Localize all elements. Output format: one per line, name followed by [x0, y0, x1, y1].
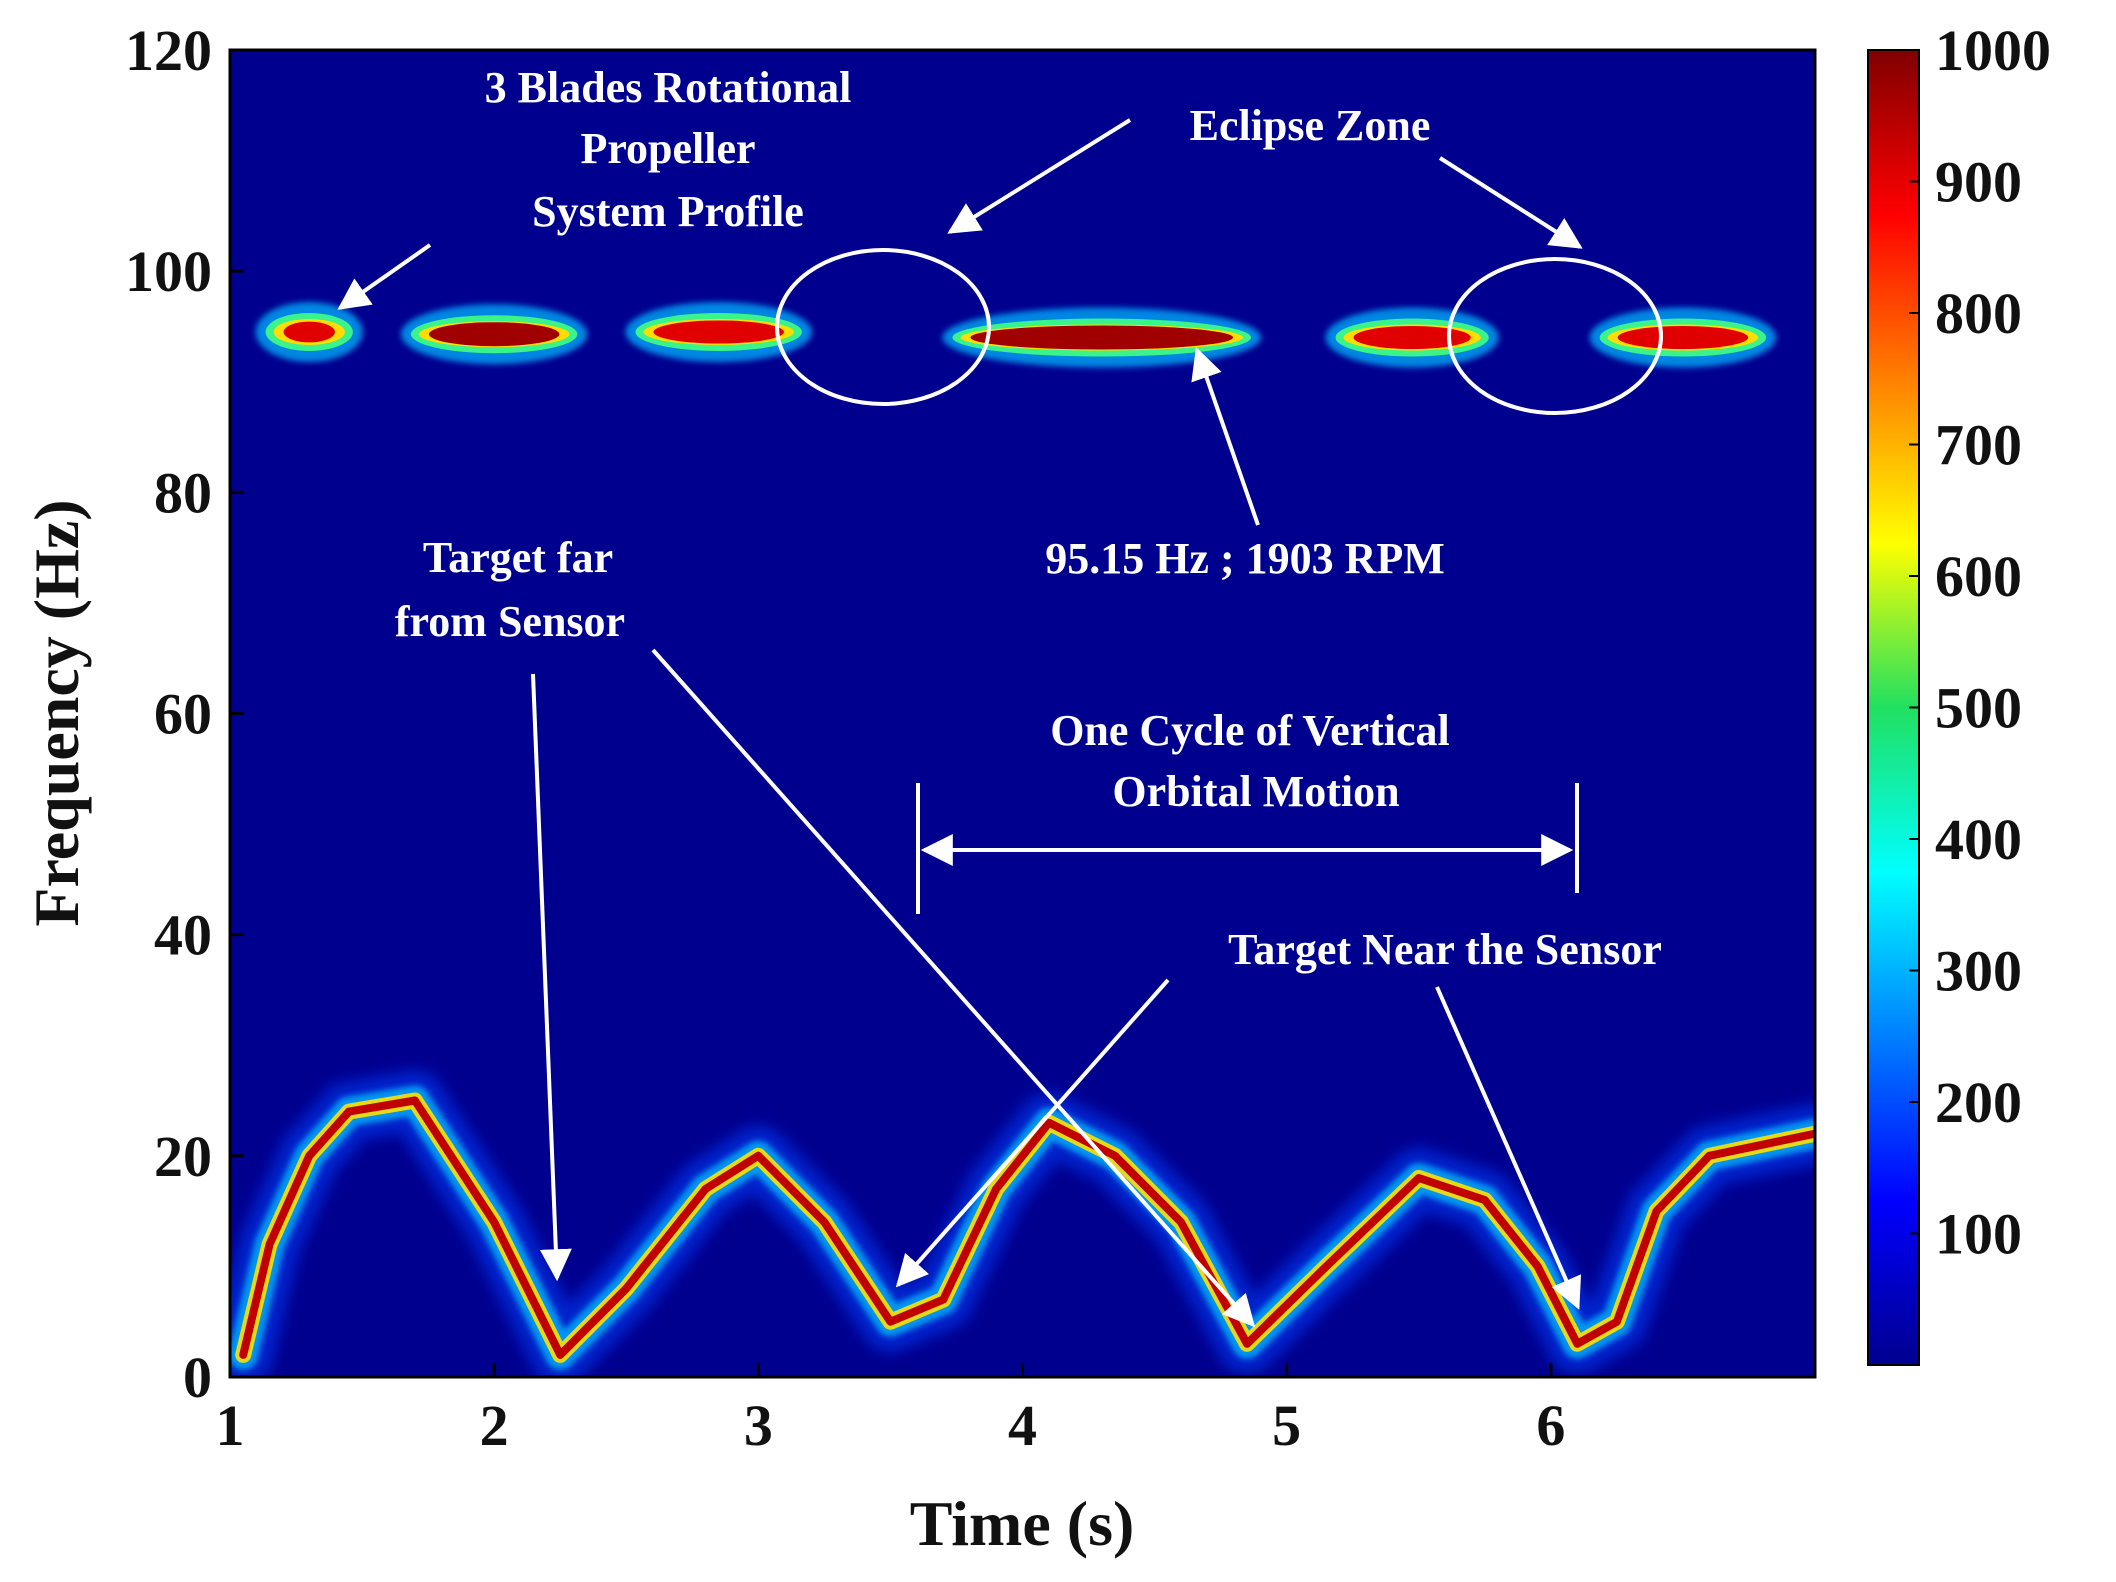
arrow-rpm — [1191, 346, 1260, 526]
doppler-track-core — [239, 1096, 1815, 1359]
y-tick-label: 60 — [154, 682, 212, 747]
colorbar-tick-label: 600 — [1935, 544, 2022, 609]
x-axis-title: Time (s) — [910, 1488, 1135, 1559]
colorbar-ticks: 100 200 300 400 500 600 700 800 900 1000 — [1909, 18, 2051, 1267]
arrow-propeller — [337, 243, 432, 310]
annotation-cycle-line2: Orbital Motion — [1112, 767, 1399, 816]
y-axis: 0 20 40 60 80 100 120 — [125, 18, 244, 1410]
annotation-near: Target Near the Sensor — [1228, 925, 1662, 974]
y-tick-label: 120 — [125, 18, 212, 83]
colorbar-tick-label: 800 — [1935, 281, 2022, 346]
arrow-eclipse-right — [1438, 156, 1583, 249]
annotation-propeller-line1: 3 Blades Rotational — [485, 63, 852, 112]
propeller-band-segment — [1589, 307, 1777, 368]
propeller-band-segment — [255, 301, 363, 362]
annotation-far-line2: from Sensor — [395, 597, 625, 646]
arrow-near-1 — [895, 978, 1170, 1288]
annotation-propeller-line2: Propeller — [580, 124, 755, 173]
propeller-band-segment — [400, 304, 588, 365]
colorbar-tick-label: 400 — [1935, 807, 2022, 872]
colorbar-tick-label: 300 — [1935, 939, 2022, 1004]
y-tick-label: 20 — [154, 1124, 212, 1189]
eclipse-zone-2 — [1447, 257, 1663, 415]
x-tick-label: 2 — [480, 1393, 509, 1458]
y-tick-label: 0 — [183, 1345, 212, 1410]
colorbar-tick-label: 900 — [1935, 150, 2022, 215]
x-axis: 1 2 3 4 5 6 — [216, 1363, 1565, 1458]
propeller-band-segment — [942, 307, 1262, 368]
y-tick-label: 80 — [154, 460, 212, 525]
colorbar-tick-label: 500 — [1935, 676, 2022, 741]
colorbar-tick-label: 100 — [1935, 1202, 2022, 1267]
annotation-cycle-line1: One Cycle of Vertical — [1050, 706, 1450, 755]
y-tick-label: 100 — [125, 239, 212, 304]
y-tick-label: 40 — [154, 903, 212, 968]
eclipse-zone-1 — [775, 248, 991, 406]
colorbar-tick-label: 700 — [1935, 413, 2022, 478]
annotation-propeller-line3: System Profile — [532, 187, 804, 236]
x-tick-label: 1 — [216, 1393, 245, 1458]
x-tick-label: 3 — [744, 1393, 773, 1458]
colorbar-tick-label: 1000 — [1935, 18, 2051, 83]
arrow-far-1 — [531, 673, 572, 1282]
annotation-far-line1: Target far — [423, 533, 613, 582]
x-tick-label: 4 — [1008, 1393, 1037, 1458]
colorbar-tick-label: 200 — [1935, 1070, 2022, 1135]
annotation-eclipse-zone: Eclipse Zone — [1190, 101, 1431, 150]
x-tick-label: 5 — [1272, 1393, 1301, 1458]
annotations: 3 Blades Rotational Propeller System Pro… — [337, 63, 1663, 1328]
arrow-far-2 — [651, 648, 1256, 1328]
y-axis-title: Frequency (Hz) — [21, 499, 92, 926]
propeller-band-segment — [1325, 307, 1499, 368]
x-tick-label: 6 — [1536, 1393, 1565, 1458]
arrow-eclipse-left — [947, 118, 1132, 234]
arrow-near-2 — [1435, 986, 1582, 1310]
annotation-rpm: 95.15 Hz ; 1903 RPM — [1045, 534, 1445, 583]
propeller-band-segment — [625, 301, 812, 362]
